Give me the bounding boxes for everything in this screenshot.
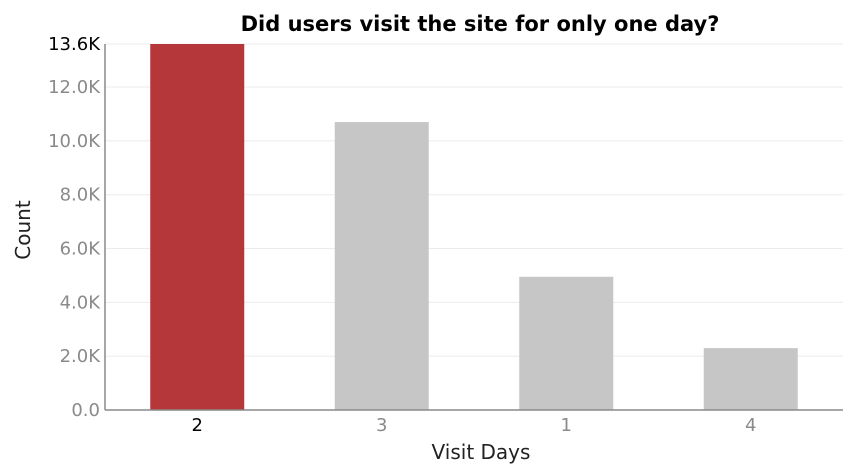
y-tick-label: 0.0: [71, 400, 100, 421]
bars: [150, 44, 798, 410]
x-tick-label: 2: [192, 415, 203, 436]
bar-3: [334, 122, 429, 410]
bar-2: [150, 44, 245, 410]
y-tick-label: 13.6K: [48, 34, 101, 55]
x-tick-label: 1: [561, 415, 572, 436]
y-tick-label: 8.0K: [60, 185, 102, 206]
x-tick-label: 3: [376, 415, 387, 436]
y-tick-label: 2.0K: [60, 346, 102, 367]
chart-title: Did users visit the site for only one da…: [241, 12, 720, 36]
y-tick-label: 4.0K: [60, 292, 102, 313]
y-tick-labels: 0.0 2.0K 4.0K 6.0K 8.0K 10.0K 12.0K 13.6K: [48, 34, 101, 421]
x-axis-label: Visit Days: [432, 440, 531, 464]
x-tick-labels: 2 3 1 4: [192, 415, 757, 436]
bar-4: [703, 348, 798, 410]
y-tick-label: 6.0K: [60, 239, 102, 260]
y-tick-label: 10.0K: [48, 131, 101, 152]
bar-1: [519, 276, 614, 410]
y-tick-label: 12.0K: [48, 77, 101, 98]
x-tick-label: 4: [745, 415, 756, 436]
y-axis-label: Count: [11, 200, 35, 260]
